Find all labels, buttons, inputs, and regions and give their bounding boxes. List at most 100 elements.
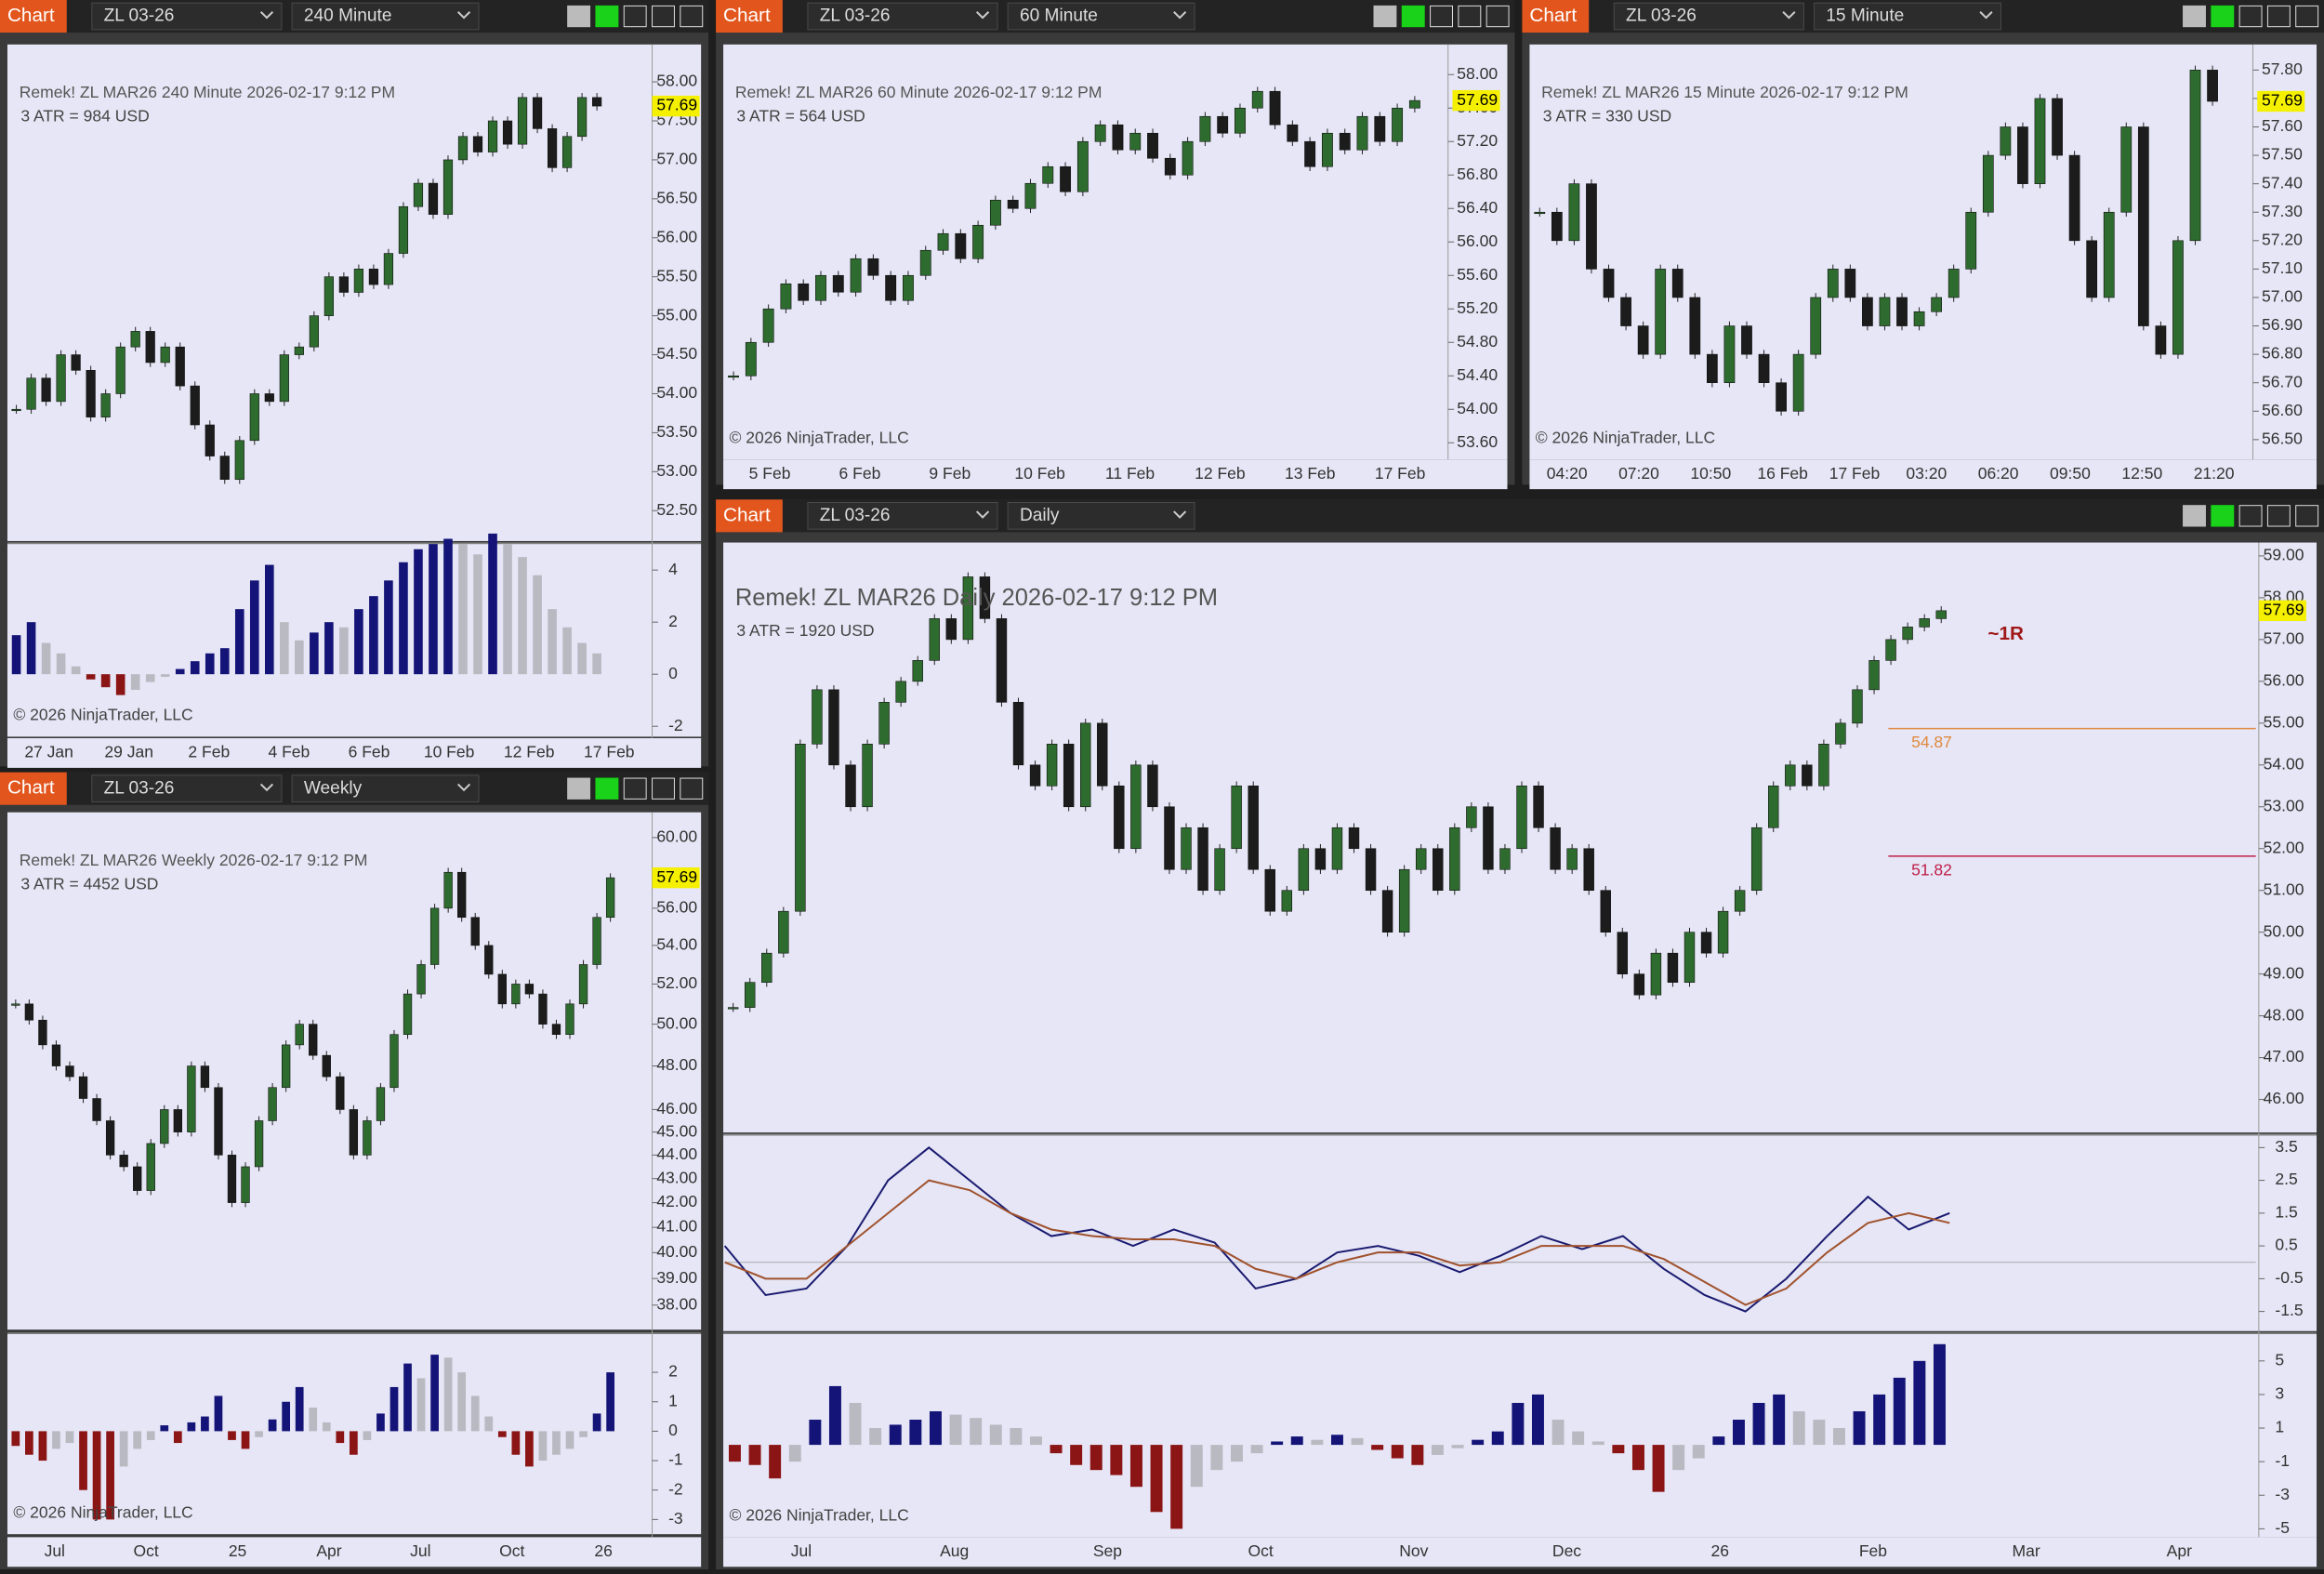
histogram-bar <box>538 1431 548 1462</box>
y-tick-label: 56.90 <box>2262 315 2303 334</box>
candle <box>1304 140 1316 167</box>
window-button[interactable] <box>2266 5 2291 28</box>
candle <box>895 681 906 703</box>
y-tick-label: 56.00 <box>656 897 697 916</box>
candle <box>561 136 573 168</box>
window-button[interactable] <box>680 777 704 800</box>
chart-tab[interactable] <box>716 0 783 33</box>
window-button[interactable] <box>1430 5 1454 28</box>
interval-dropdown[interactable] <box>291 774 480 803</box>
interval-label[interactable]: Weekly <box>304 778 363 798</box>
candle <box>955 232 967 259</box>
y-tick-label: 38.00 <box>656 1294 697 1313</box>
chart-tab[interactable] <box>0 0 67 33</box>
histogram-bar <box>339 627 349 675</box>
chart-tab[interactable] <box>716 499 783 533</box>
window-button[interactable] <box>2183 505 2206 527</box>
candle <box>1935 610 1947 619</box>
window-button[interactable] <box>2295 5 2319 28</box>
candle <box>1029 764 1041 787</box>
candle <box>175 346 185 387</box>
window-button[interactable] <box>680 5 704 28</box>
instrument-label[interactable]: ZL 03-26 <box>104 7 175 26</box>
chart-tab-label[interactable]: Chart <box>723 504 771 525</box>
candle <box>1750 827 1763 892</box>
window-button[interactable] <box>652 5 675 28</box>
window-button[interactable] <box>623 777 647 800</box>
histogram-bar <box>484 1416 494 1432</box>
window-button[interactable] <box>2211 5 2235 28</box>
instrument-dropdown[interactable] <box>1613 2 1804 31</box>
window-button[interactable] <box>595 777 619 800</box>
window-button[interactable] <box>1486 5 1510 28</box>
price-level-label: 51.82 <box>1911 860 1952 879</box>
instrument-label[interactable]: ZL 03-26 <box>1626 7 1697 26</box>
window-button[interactable] <box>2295 505 2319 527</box>
instrument-label[interactable]: ZL 03-26 <box>104 778 175 798</box>
candle <box>1768 785 1779 828</box>
histogram-bar <box>443 1357 453 1432</box>
histogram-bar <box>443 538 453 675</box>
chart-tab-label[interactable]: Chart <box>723 5 771 26</box>
x-tick-label: 10 Feb <box>424 743 475 761</box>
window-button[interactable] <box>2211 505 2235 527</box>
candle <box>1164 157 1176 176</box>
y-tick-label: -5 <box>2275 1518 2290 1537</box>
interval-label[interactable]: Daily <box>1020 506 1060 525</box>
window-button[interactable] <box>1401 5 1425 28</box>
chart-tab[interactable] <box>1522 0 1590 33</box>
candle <box>160 1109 169 1144</box>
chart-tab-label[interactable]: Chart <box>1529 5 1577 26</box>
instrument-label[interactable]: ZL 03-26 <box>820 7 891 26</box>
window-button[interactable] <box>567 5 591 28</box>
candle <box>1060 165 1072 192</box>
window-button[interactable] <box>595 5 619 28</box>
window-button[interactable] <box>623 5 647 28</box>
candle <box>565 1003 574 1036</box>
window-button[interactable] <box>2183 5 2206 28</box>
instrument-dropdown[interactable] <box>91 774 283 803</box>
candle <box>472 136 483 152</box>
instrument-dropdown[interactable] <box>807 501 998 530</box>
y-tick-label: 56.60 <box>2262 401 2303 419</box>
interval-label[interactable]: 60 Minute <box>1020 7 1098 26</box>
candle <box>989 199 1001 226</box>
candle <box>160 346 170 364</box>
candle <box>1012 702 1024 766</box>
instrument-dropdown[interactable] <box>807 2 998 31</box>
histogram-bar <box>1652 1445 1665 1492</box>
chart-tab-label[interactable]: Chart <box>7 5 55 26</box>
dropdown-arrow <box>975 510 990 519</box>
window-button[interactable] <box>1373 5 1397 28</box>
window-button[interactable] <box>2266 505 2291 527</box>
interval-label[interactable]: 15 Minute <box>1826 7 1904 26</box>
window-button[interactable] <box>1458 5 1482 28</box>
candle <box>1862 297 1873 326</box>
histogram-bar <box>1612 1445 1625 1454</box>
window-button[interactable] <box>567 777 591 800</box>
candle <box>551 1024 561 1036</box>
instrument-dropdown[interactable] <box>91 2 283 31</box>
last-price-box <box>652 95 700 117</box>
window-button[interactable] <box>652 777 675 800</box>
interval-dropdown[interactable] <box>1814 2 2001 31</box>
histogram-bar <box>503 544 512 675</box>
histogram-bar <box>592 653 601 675</box>
interval-dropdown[interactable] <box>1007 2 1195 31</box>
window-button[interactable] <box>2238 5 2263 28</box>
candle <box>517 97 528 145</box>
instrument-label[interactable]: ZL 03-26 <box>820 506 891 525</box>
histogram-bar <box>241 1431 250 1449</box>
candle <box>1321 132 1333 167</box>
window-button[interactable] <box>2238 505 2263 527</box>
interval-dropdown[interactable] <box>1007 501 1195 530</box>
chart-tab-label[interactable]: Chart <box>7 777 55 799</box>
x-tick-label: 26 <box>1710 1541 1728 1560</box>
candle <box>24 1003 34 1021</box>
y-tick-label: 52.00 <box>656 973 697 992</box>
x-axis-area <box>723 1537 2317 1567</box>
interval-label[interactable]: 240 Minute <box>304 7 392 26</box>
chart-header: Remek! ZL MAR26 Weekly 2026-02-17 9:12 P… <box>20 851 368 869</box>
chart-tab[interactable] <box>0 772 67 805</box>
interval-dropdown[interactable] <box>291 2 480 31</box>
